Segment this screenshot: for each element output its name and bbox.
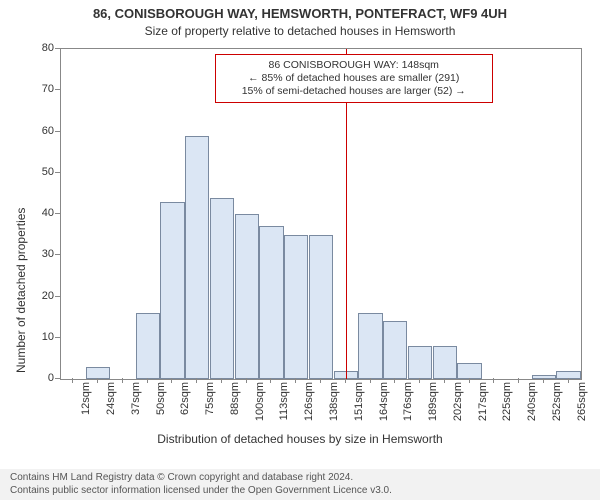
histogram-bar [556, 371, 580, 379]
x-tick-mark [543, 378, 544, 383]
y-tick-label: 20 [24, 290, 54, 302]
y-tick-mark [55, 337, 60, 338]
x-tick-mark [196, 378, 197, 383]
y-tick-label: 0 [24, 372, 54, 384]
x-tick-label: 225sqm [501, 382, 513, 428]
histogram-bar [284, 235, 308, 379]
y-tick-mark [55, 131, 60, 132]
x-tick-label: 24sqm [105, 382, 117, 428]
footer-line-1: Contains HM Land Registry data © Crown c… [10, 472, 590, 485]
footer-line-2: Contains public sector information licen… [10, 485, 590, 498]
x-tick-label: 138sqm [328, 382, 340, 428]
x-tick-mark [518, 378, 519, 383]
y-tick-mark [55, 213, 60, 214]
histogram-bar [532, 375, 556, 379]
chart-subtitle: Size of property relative to detached ho… [0, 24, 600, 38]
x-tick-label: 265sqm [576, 382, 588, 428]
chart-title: 86, CONISBOROUGH WAY, HEMSWORTH, PONTEFR… [0, 6, 600, 21]
histogram-bar [210, 198, 234, 380]
histogram-bar [160, 202, 184, 379]
histogram-bar [408, 346, 432, 379]
x-tick-mark [246, 378, 247, 383]
y-tick-mark [55, 254, 60, 255]
callout-line-1: 86 CONISBOROUGH WAY: 148sqm [224, 59, 484, 72]
histogram-bar [358, 313, 382, 379]
x-tick-mark [469, 378, 470, 383]
x-tick-mark [345, 378, 346, 383]
x-tick-label: 88sqm [229, 382, 241, 428]
x-tick-label: 240sqm [526, 382, 538, 428]
x-tick-mark [97, 378, 98, 383]
x-tick-mark [444, 378, 445, 383]
reference-callout: 86 CONISBOROUGH WAY: 148sqm← 85% of deta… [215, 54, 493, 103]
x-tick-label: 37sqm [130, 382, 142, 428]
x-tick-mark [171, 378, 172, 383]
x-tick-label: 202sqm [452, 382, 464, 428]
histogram-bar [259, 226, 283, 379]
x-tick-label: 164sqm [378, 382, 390, 428]
callout-line-2: ← 85% of detached houses are smaller (29… [224, 72, 484, 85]
x-tick-mark [295, 378, 296, 383]
x-tick-label: 75sqm [204, 382, 216, 428]
x-axis-label: Distribution of detached houses by size … [0, 432, 600, 446]
histogram-bar [457, 363, 481, 380]
y-tick-mark [55, 296, 60, 297]
histogram-bar [383, 321, 407, 379]
x-tick-mark [493, 378, 494, 383]
y-tick-label: 30 [24, 248, 54, 260]
x-tick-mark [147, 378, 148, 383]
x-tick-mark [221, 378, 222, 383]
histogram-bar [136, 313, 160, 379]
y-tick-label: 60 [24, 125, 54, 137]
x-tick-label: 126sqm [303, 382, 315, 428]
histogram-bar [309, 235, 333, 379]
y-tick-mark [55, 89, 60, 90]
x-tick-mark [568, 378, 569, 383]
x-tick-mark [72, 378, 73, 383]
attribution-footer: Contains HM Land Registry data © Crown c… [0, 469, 600, 500]
x-tick-label: 252sqm [551, 382, 563, 428]
x-tick-label: 100sqm [254, 382, 266, 428]
histogram-bar [235, 214, 259, 379]
x-tick-mark [122, 378, 123, 383]
x-tick-mark [370, 378, 371, 383]
x-tick-label: 151sqm [353, 382, 365, 428]
y-tick-mark [55, 172, 60, 173]
x-tick-label: 217sqm [477, 382, 489, 428]
y-tick-label: 70 [24, 83, 54, 95]
y-tick-mark [55, 48, 60, 49]
x-tick-mark [320, 378, 321, 383]
y-tick-mark [55, 378, 60, 379]
x-tick-mark [270, 378, 271, 383]
x-tick-label: 113sqm [278, 382, 290, 428]
x-tick-label: 50sqm [155, 382, 167, 428]
x-tick-label: 176sqm [402, 382, 414, 428]
x-tick-label: 12sqm [80, 382, 92, 428]
histogram-bar [433, 346, 457, 379]
histogram-bar [185, 136, 209, 379]
y-tick-label: 50 [24, 166, 54, 178]
y-tick-label: 40 [24, 207, 54, 219]
x-tick-mark [419, 378, 420, 383]
x-tick-label: 62sqm [179, 382, 191, 428]
x-tick-mark [394, 378, 395, 383]
x-tick-label: 189sqm [427, 382, 439, 428]
callout-line-3: 15% of semi-detached houses are larger (… [224, 85, 484, 98]
y-tick-label: 10 [24, 331, 54, 343]
y-tick-label: 80 [24, 42, 54, 54]
